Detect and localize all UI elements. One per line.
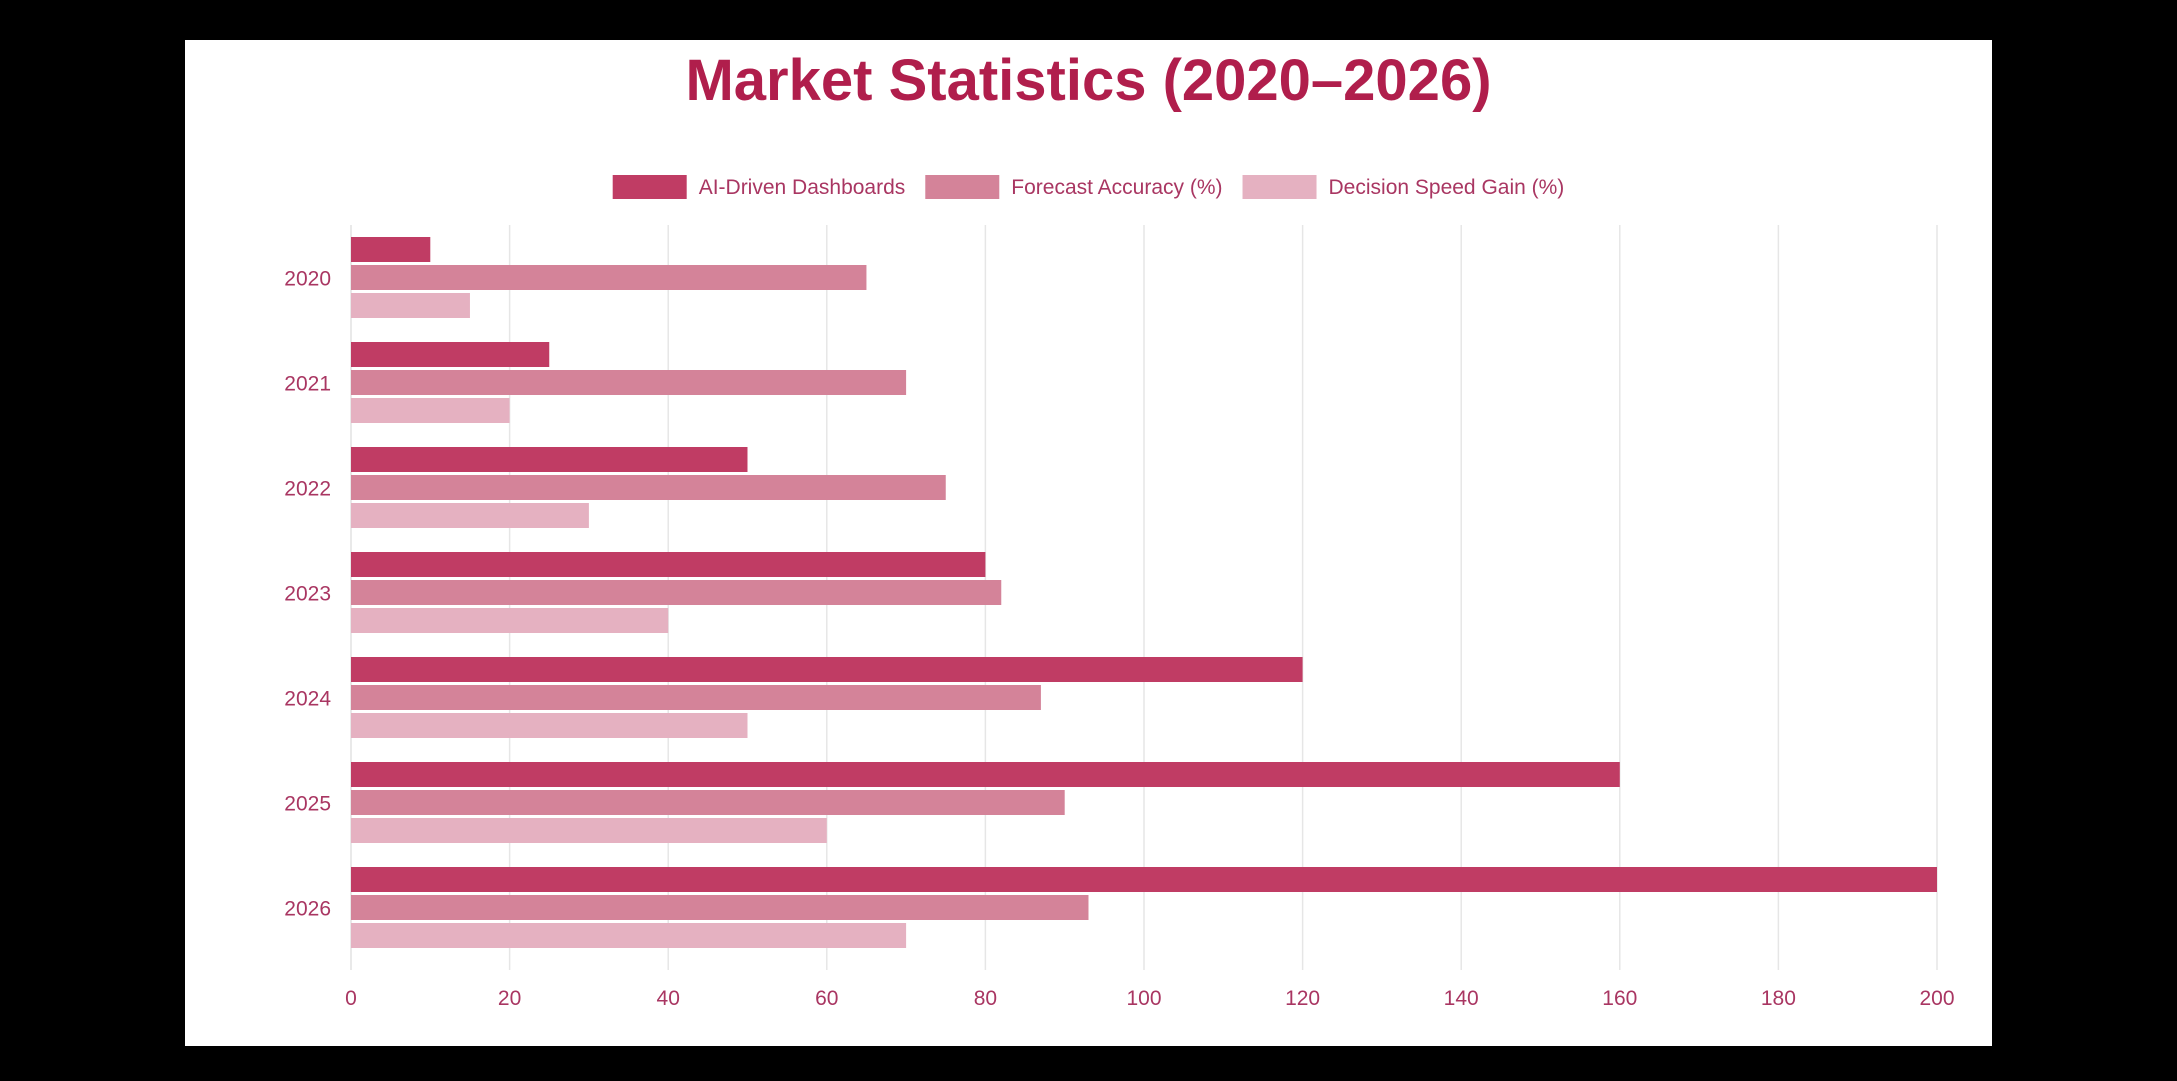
bar-2022-series-3[interactable] — [351, 503, 589, 528]
x-tick-label: 40 — [657, 987, 680, 1010]
chart-card: Market Statistics (2020–2026) AI-Driven … — [185, 40, 1992, 1046]
x-tick-label: 120 — [1285, 987, 1320, 1010]
x-tick-label: 180 — [1761, 987, 1796, 1010]
bar-2021-series-2[interactable] — [351, 370, 907, 395]
bar-2023-series-3[interactable] — [351, 608, 669, 633]
bar-2024-series-1[interactable] — [351, 657, 1303, 682]
bars — [351, 237, 1937, 948]
x-tick-label: 80 — [974, 987, 997, 1010]
bar-2022-series-2[interactable] — [351, 475, 946, 500]
y-tick-label: 2025 — [284, 793, 331, 816]
legend-swatch — [612, 175, 687, 199]
bar-2020-series-3[interactable] — [351, 293, 470, 318]
bar-2023-series-1[interactable] — [351, 552, 986, 577]
bar-2024-series-3[interactable] — [351, 713, 748, 738]
legend-item-3[interactable]: Decision Speed Gain (%) — [1242, 175, 1565, 199]
legend-label: AI-Driven Dashboards — [699, 176, 906, 199]
x-tick-label: 60 — [815, 987, 838, 1010]
x-tick-label: 100 — [1126, 987, 1161, 1010]
bar-2025-series-2[interactable] — [351, 790, 1065, 815]
y-tick-label: 2023 — [284, 583, 331, 606]
y-axis-ticks: 2020 2021 2022 2023 2024 2025 2026 — [284, 268, 331, 921]
x-tick-label: 0 — [345, 987, 357, 1010]
x-tick-label: 140 — [1444, 987, 1479, 1010]
y-tick-label: 2022 — [284, 478, 331, 501]
bar-2024-series-2[interactable] — [351, 685, 1041, 710]
bar-2026-series-3[interactable] — [351, 923, 907, 948]
legend-item-1[interactable]: AI-Driven Dashboards — [612, 175, 906, 199]
x-tick-label: 20 — [498, 987, 521, 1010]
bar-2025-series-3[interactable] — [351, 818, 827, 843]
x-axis-ticks: 0 20 40 60 80 100 120 140 160 180 200 — [345, 987, 1954, 1010]
legend-swatch — [1242, 175, 1317, 199]
bar-2026-series-1[interactable] — [351, 867, 1937, 892]
legend-label: Forecast Accuracy (%) — [1011, 176, 1222, 199]
chart-title: Market Statistics (2020–2026) — [685, 48, 1492, 113]
bar-2021-series-1[interactable] — [351, 342, 550, 367]
bar-2025-series-1[interactable] — [351, 762, 1620, 787]
legend: AI-Driven Dashboards Forecast Accuracy (%… — [612, 175, 1565, 199]
x-tick-label: 160 — [1602, 987, 1637, 1010]
x-tick-label: 200 — [1919, 987, 1954, 1010]
y-tick-label: 2024 — [284, 688, 331, 711]
legend-swatch — [925, 175, 1000, 199]
y-tick-label: 2021 — [284, 373, 331, 396]
legend-item-2[interactable]: Forecast Accuracy (%) — [925, 175, 1223, 199]
y-tick-label: 2026 — [284, 898, 331, 921]
bar-chart: AI-Driven Dashboards Forecast Accuracy (%… — [284, 175, 1955, 1010]
bar-2021-series-3[interactable] — [351, 398, 510, 423]
bar-2023-series-2[interactable] — [351, 580, 1002, 605]
bar-2020-series-1[interactable] — [351, 237, 431, 262]
bar-2026-series-2[interactable] — [351, 895, 1089, 920]
legend-label: Decision Speed Gain (%) — [1329, 176, 1565, 199]
bar-2022-series-1[interactable] — [351, 447, 748, 472]
bar-2020-series-2[interactable] — [351, 265, 867, 290]
y-tick-label: 2020 — [284, 268, 331, 291]
